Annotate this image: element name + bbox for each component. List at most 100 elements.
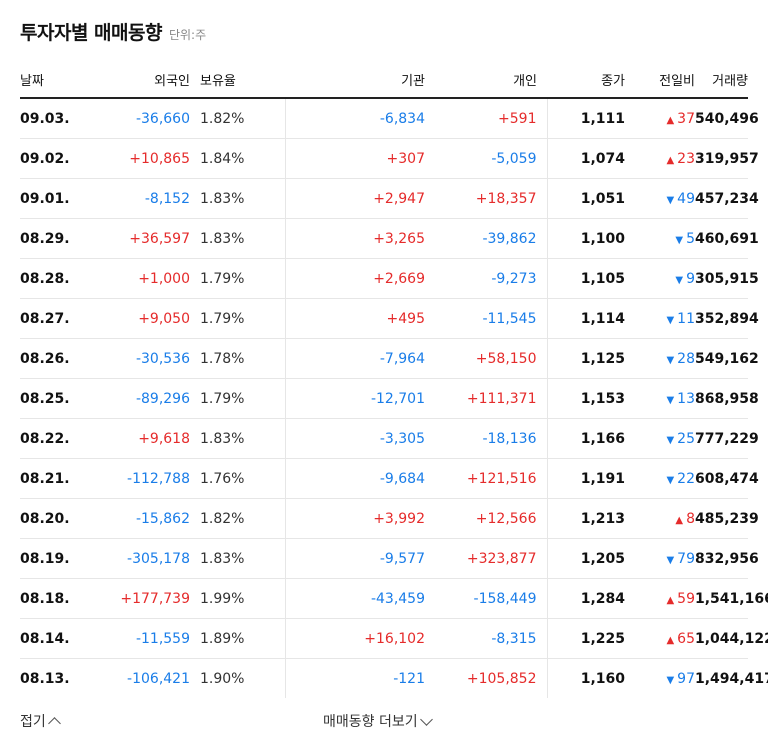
institution-cell: -12,701: [285, 378, 425, 419]
foreign-cell: -112,788: [72, 458, 200, 499]
foreign-cell: -8,152: [72, 178, 200, 219]
volume-cell: 457,234: [695, 178, 759, 219]
col-header-close-price: 종가: [547, 61, 625, 99]
individual-cell: -5,059: [425, 138, 548, 179]
holding-ratio-value: 1.76%: [200, 470, 245, 487]
change-value: 13: [677, 390, 695, 407]
volume-cell: 1,044,122: [695, 618, 768, 659]
individual-cell: -39,862: [425, 218, 548, 259]
fold-button[interactable]: 접기: [20, 711, 61, 731]
foreign-cell: -15,862: [72, 498, 200, 539]
table-row: 08.14. -11,559 1.89% +16,102 -8,315 1,225 ▲ 65 1…: [20, 618, 768, 659]
institution-cell: -9,684: [285, 458, 425, 499]
change-cell: ▲ 23: [625, 138, 695, 179]
change-cell: ▼ 97: [625, 659, 695, 699]
col-header-change: 전일비: [625, 61, 695, 99]
foreign-value: +177,739: [120, 590, 190, 607]
holding-ratio-value: 1.89%: [200, 630, 245, 647]
more-trading-label: 매매동향 더보기: [323, 714, 418, 730]
individual-value: +591: [498, 110, 537, 127]
chevron-down-icon: [419, 713, 433, 726]
institution-cell: -121: [285, 659, 425, 699]
institution-value: -6,834: [379, 110, 425, 127]
change-value: 37: [677, 110, 695, 127]
institution-cell: +2,669: [285, 258, 425, 299]
change-cell: ▼ 22: [625, 458, 695, 499]
close-price-cell: 1,213: [547, 498, 625, 539]
date-cell: 08.29.: [20, 218, 72, 259]
holding-ratio-cell: 1.79%: [200, 298, 286, 339]
institution-value: -121: [393, 670, 425, 687]
volume-value: 832,956: [695, 550, 759, 567]
table-header-row: 날짜 외국인 보유율 기관 개인 종가 전일비 거래량: [20, 61, 748, 99]
holding-ratio-value: 1.99%: [200, 590, 245, 607]
date-value: 08.20.: [20, 510, 70, 527]
individual-cell: -9,273: [425, 258, 548, 299]
close-price-value: 1,213: [580, 510, 625, 527]
foreign-cell: +36,597: [72, 218, 200, 259]
institution-cell: -9,577: [285, 538, 425, 579]
institution-cell: -7,964: [285, 338, 425, 379]
change-value: 5: [686, 230, 695, 247]
triangle-down-icon: ▼: [666, 354, 675, 366]
individual-value: -39,862: [482, 230, 537, 247]
holding-ratio-value: 1.78%: [200, 350, 245, 367]
institution-value: +2,669: [373, 270, 425, 287]
table-row: 08.22. +9,618 1.83% -3,305 -18,136 1,166 ▼ 25 77…: [20, 418, 759, 459]
date-value: 08.29.: [20, 230, 70, 247]
triangle-down-icon: ▼: [666, 314, 675, 326]
triangle-down-icon: ▼: [666, 474, 675, 486]
close-price-value: 1,205: [580, 550, 625, 567]
triangle-down-icon: ▼: [666, 394, 675, 406]
volume-cell: 485,239: [695, 498, 759, 539]
close-price-value: 1,166: [580, 430, 625, 447]
change-cell: ▼ 49: [625, 178, 695, 219]
foreign-cell: -11,559: [72, 618, 200, 659]
holding-ratio-cell: 1.79%: [200, 258, 286, 299]
change-value: 23: [677, 150, 695, 167]
volume-value: 457,234: [695, 190, 759, 207]
col-header-date: 날짜: [20, 61, 72, 99]
foreign-value: +9,618: [138, 430, 190, 447]
volume-value: 549,162: [695, 350, 759, 367]
institution-value: -12,701: [370, 390, 425, 407]
col-header-foreign: 외국인: [72, 61, 200, 99]
close-price-cell: 1,205: [547, 538, 625, 579]
individual-value: -9,273: [491, 270, 537, 287]
individual-value: +323,877: [466, 550, 537, 567]
volume-value: 1,044,122: [695, 630, 768, 647]
date-cell: 08.19.: [20, 538, 72, 579]
holding-ratio-value: 1.79%: [200, 390, 245, 407]
panel-title: 투자자별 매매동향: [20, 22, 162, 44]
holding-ratio-cell: 1.82%: [200, 98, 286, 139]
holding-ratio-value: 1.82%: [200, 510, 245, 527]
table-footer: 접기 매매동향 더보기: [20, 711, 748, 735]
change-cell: ▼ 13: [625, 378, 695, 419]
close-price-cell: 1,284: [547, 578, 625, 619]
change-cell: ▲ 37: [625, 98, 695, 139]
triangle-up-icon: ▲: [666, 114, 675, 126]
holding-ratio-value: 1.83%: [200, 550, 245, 567]
close-price-cell: 1,160: [547, 659, 625, 699]
institution-cell: +3,265: [285, 218, 425, 259]
close-price-value: 1,074: [580, 150, 625, 167]
col-header-institution: 기관: [285, 61, 425, 99]
close-price-cell: 1,074: [547, 138, 625, 179]
date-cell: 08.22.: [20, 418, 72, 459]
table-row: 08.20. -15,862 1.82% +3,992 +12,566 1,213 ▲ 8 48…: [20, 498, 759, 539]
institution-value: +307: [386, 150, 425, 167]
date-cell: 08.13.: [20, 659, 72, 699]
volume-value: 1,541,166: [695, 590, 768, 607]
change-value: 9: [686, 270, 695, 287]
individual-cell: +591: [425, 98, 548, 139]
change-value: 28: [677, 350, 695, 367]
holding-ratio-value: 1.83%: [200, 230, 245, 247]
fold-label: 접기: [20, 714, 46, 730]
change-value: 97: [677, 670, 695, 687]
close-price-cell: 1,111: [547, 98, 625, 139]
more-trading-button[interactable]: 매매동향 더보기: [323, 711, 433, 731]
date-cell: 08.18.: [20, 578, 72, 619]
holding-ratio-cell: 1.84%: [200, 138, 286, 179]
individual-value: -5,059: [491, 150, 537, 167]
triangle-down-icon: ▼: [666, 554, 675, 566]
